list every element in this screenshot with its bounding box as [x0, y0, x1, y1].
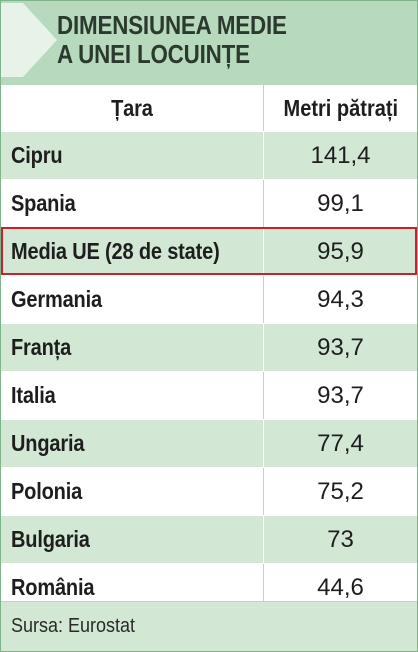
country-cell: Media UE (28 de state) — [11, 238, 220, 264]
value-cell: 141,4 — [263, 132, 417, 179]
table-header-row: Țara Metri pătrați — [1, 85, 417, 131]
value-cell: 99,1 — [263, 180, 417, 227]
source-note: Sursa: Eurostat — [1, 601, 417, 651]
table-row: Italia 93,7 — [1, 371, 417, 419]
table-row: Bulgaria 73 — [1, 515, 417, 563]
table-row: Germania 94,3 — [1, 275, 417, 323]
value-cell: 44,6 — [263, 564, 417, 611]
table-row: Cipru 141,4 — [1, 131, 417, 179]
table-row-highlighted: Media UE (28 de state) 95,9 — [1, 227, 417, 275]
arrow-right-icon — [1, 3, 57, 77]
value-cell: 73 — [263, 516, 417, 563]
table-row: Polonia 75,2 — [1, 467, 417, 515]
value-cell: 75,2 — [263, 468, 417, 515]
country-cell: Cipru — [11, 142, 63, 168]
value-cell: 93,7 — [263, 372, 417, 419]
page-title: DIMENSIUNEA MEDIE A UNEI LOCUINȚE — [57, 10, 287, 69]
country-cell: Spania — [11, 190, 76, 216]
country-cell: România — [11, 574, 95, 600]
country-cell: Bulgaria — [11, 526, 90, 552]
table-row: Ungaria 77,4 — [1, 419, 417, 467]
data-table: Țara Metri pătrați Cipru 141,4 Spania 99… — [1, 85, 417, 611]
header: DIMENSIUNEA MEDIE A UNEI LOCUINȚE — [1, 1, 417, 85]
value-cell: 94,3 — [263, 276, 417, 323]
table-row: Franța 93,7 — [1, 323, 417, 371]
value-cell: 93,7 — [263, 324, 417, 371]
country-cell: Franța — [11, 334, 72, 360]
value-cell: 77,4 — [263, 420, 417, 467]
country-cell: Ungaria — [11, 430, 85, 456]
country-cell: Polonia — [11, 478, 83, 504]
column-header-value: Metri pătrați — [263, 85, 417, 131]
value-cell: 95,9 — [263, 228, 417, 275]
country-cell: Germania — [11, 286, 102, 312]
table-row: Spania 99,1 — [1, 179, 417, 227]
column-header-country: Țara — [111, 94, 153, 121]
country-cell: Italia — [11, 382, 56, 408]
